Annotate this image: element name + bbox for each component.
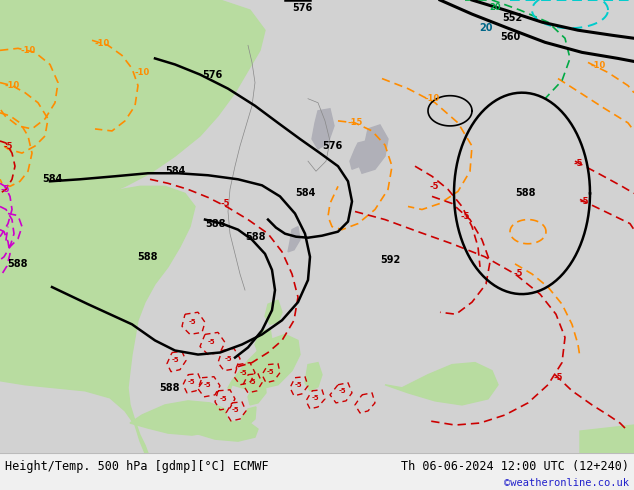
Text: 552: 552 [502, 13, 522, 23]
Text: -5: -5 [579, 197, 589, 206]
Polygon shape [312, 109, 334, 149]
Text: -5: -5 [248, 379, 256, 385]
Polygon shape [288, 226, 300, 252]
Text: -5: -5 [204, 383, 212, 389]
Text: -5: -5 [267, 369, 275, 375]
Text: -5: -5 [232, 407, 240, 413]
Polygon shape [265, 300, 282, 324]
Text: -10: -10 [590, 61, 605, 70]
Text: 588: 588 [8, 259, 29, 269]
Text: -5: -5 [429, 182, 439, 191]
Polygon shape [248, 381, 266, 405]
Polygon shape [246, 355, 264, 379]
Polygon shape [130, 401, 228, 435]
Text: -5: -5 [338, 388, 346, 394]
Polygon shape [0, 0, 265, 201]
Text: -5: -5 [3, 142, 13, 150]
Polygon shape [228, 334, 300, 391]
Text: ©weatheronline.co.uk: ©weatheronline.co.uk [504, 478, 629, 488]
Text: Height/Temp. 500 hPa [gdmp][°C] ECMWF: Height/Temp. 500 hPa [gdmp][°C] ECMWF [5, 460, 269, 473]
Text: 588: 588 [515, 188, 535, 198]
Polygon shape [358, 125, 388, 173]
Polygon shape [385, 363, 498, 405]
Text: -10: -10 [4, 81, 20, 90]
Text: 20: 20 [479, 23, 493, 33]
Text: 20: 20 [489, 2, 501, 12]
Text: -15: -15 [347, 119, 363, 127]
Polygon shape [0, 161, 195, 453]
Text: 588: 588 [245, 232, 265, 242]
Text: 584: 584 [295, 188, 315, 198]
Text: -5: -5 [220, 395, 228, 402]
Text: -10: -10 [134, 68, 150, 77]
Text: -5: -5 [573, 159, 583, 168]
Text: 588: 588 [205, 219, 225, 229]
Text: 576: 576 [322, 141, 342, 151]
Polygon shape [350, 141, 368, 169]
Text: 584: 584 [165, 166, 185, 176]
Text: 592: 592 [380, 255, 400, 265]
Text: -10: -10 [94, 39, 110, 48]
Text: -5: -5 [208, 340, 216, 345]
Polygon shape [240, 407, 256, 427]
Polygon shape [580, 425, 634, 453]
Text: -5: -5 [460, 212, 470, 221]
Text: 576: 576 [202, 70, 222, 79]
Text: -5: -5 [311, 395, 319, 401]
Text: 584: 584 [42, 174, 62, 184]
Text: 588: 588 [138, 252, 158, 262]
Text: -5: -5 [172, 357, 179, 363]
Polygon shape [0, 0, 634, 453]
Text: Th 06-06-2024 12:00 UTC (12+240): Th 06-06-2024 12:00 UTC (12+240) [401, 460, 629, 473]
Text: -10: -10 [424, 94, 439, 103]
Text: -5: -5 [514, 270, 523, 278]
Text: -5: -5 [295, 382, 302, 388]
Text: 576: 576 [292, 3, 312, 13]
Polygon shape [195, 421, 258, 441]
Polygon shape [255, 328, 272, 352]
Text: -5: -5 [189, 319, 197, 325]
Text: -5: -5 [220, 199, 230, 208]
Text: -5: -5 [240, 369, 247, 376]
Text: -5: -5 [0, 185, 10, 194]
Text: -5: -5 [224, 356, 232, 362]
Text: 588: 588 [160, 383, 180, 393]
Text: -5: -5 [553, 373, 563, 382]
Text: -10: -10 [20, 46, 36, 55]
Text: 560: 560 [500, 32, 520, 42]
Polygon shape [305, 363, 322, 391]
Text: -5: -5 [188, 379, 195, 385]
